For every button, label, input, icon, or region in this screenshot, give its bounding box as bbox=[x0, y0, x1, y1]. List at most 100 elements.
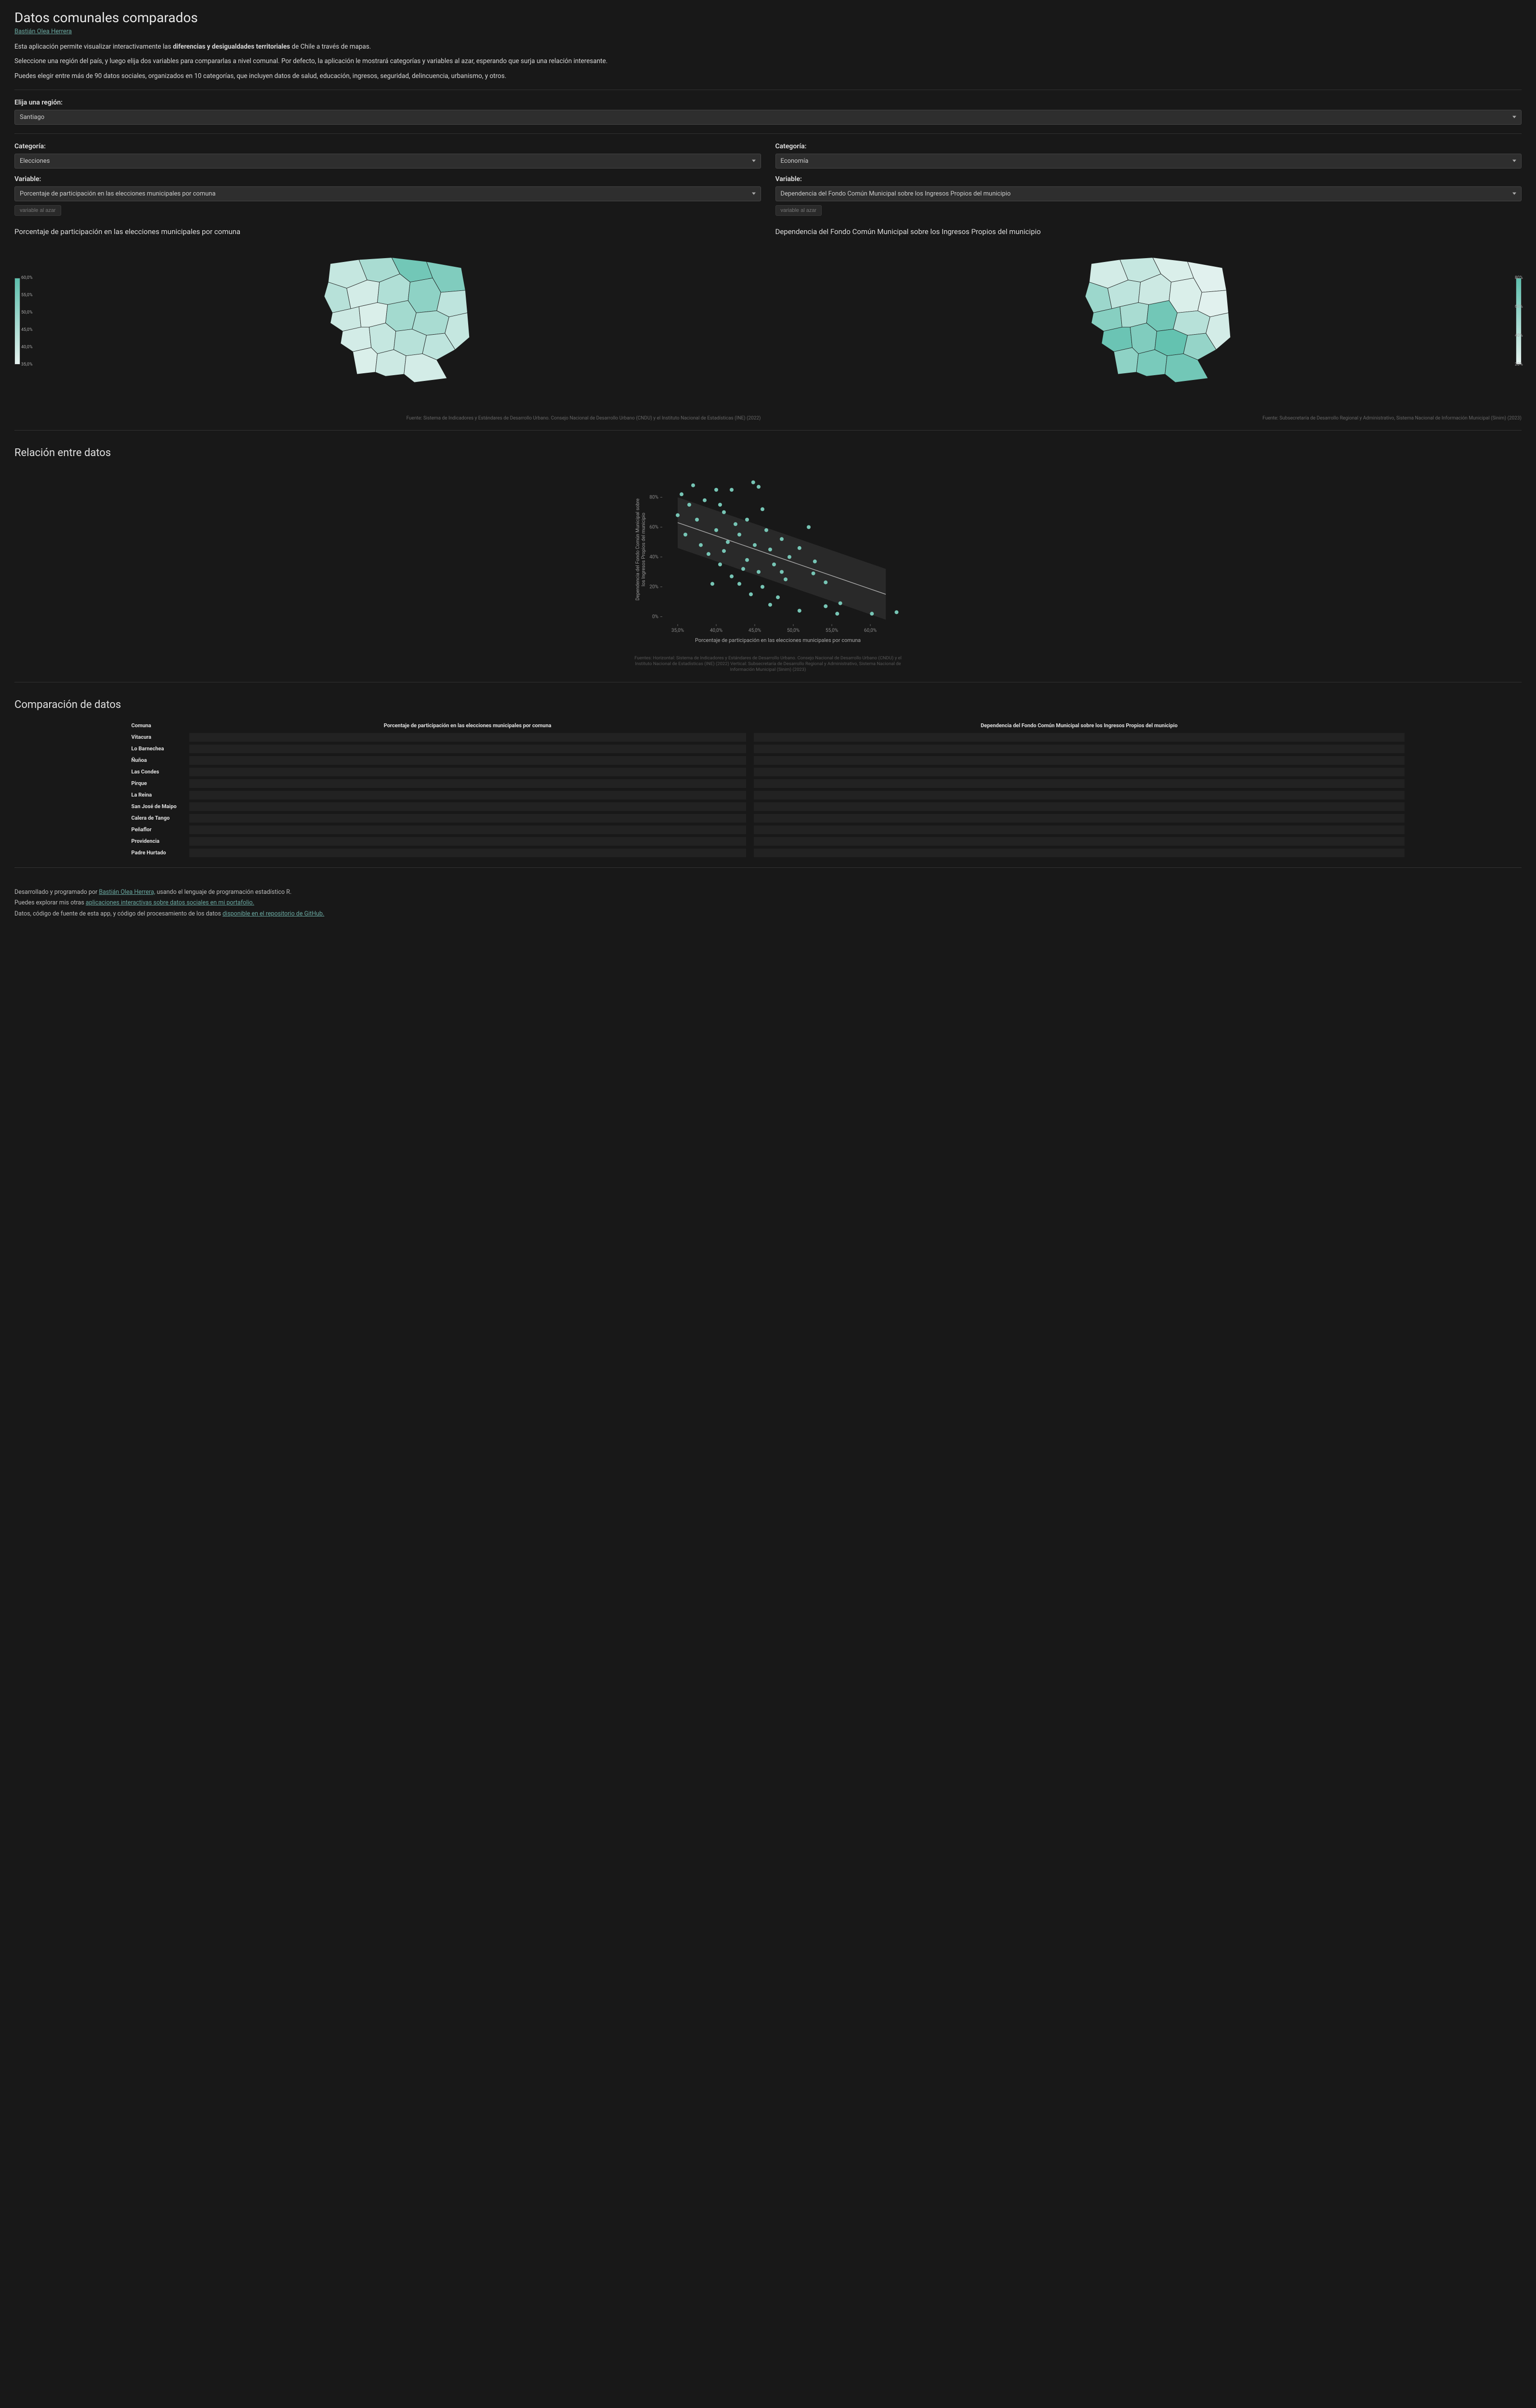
scatter-plot[interactable]: 35,0%40,0%45,0%50,0%55,0%60,0%0%20%40%60… bbox=[633, 468, 903, 651]
svg-text:80%: 80% bbox=[649, 495, 658, 500]
svg-text:45,0%: 45,0% bbox=[748, 628, 761, 633]
right-bar-cell: 0.37 bbox=[750, 801, 1409, 812]
table-col-left: Porcentaje de participación en las elecc… bbox=[185, 720, 750, 732]
right-controls: Categoría: Economía Variable: Dependenci… bbox=[775, 143, 1522, 216]
table-row: Pirque54.160.23 bbox=[128, 778, 1409, 789]
comuna-cell: Pirque bbox=[128, 778, 185, 789]
left-bar-cell: 60.15 bbox=[185, 743, 750, 755]
var-select-right[interactable]: Dependencia del Fondo Común Municipal so… bbox=[775, 186, 1522, 201]
footer-portfolio-link[interactable]: aplicaciones interactivas sobre datos so… bbox=[86, 899, 254, 906]
comuna-cell: Calera de Tango bbox=[128, 812, 185, 824]
right-bar-cell: 0.02 bbox=[750, 743, 1409, 755]
map-source-right: Fuente: Subsecretaría de Desarrollo Regi… bbox=[775, 415, 1522, 421]
left-bar-cell: 54.16 bbox=[185, 778, 750, 789]
chevron-down-icon bbox=[1512, 193, 1516, 195]
right-bar-cell: 0.6 bbox=[750, 824, 1409, 836]
map-source-left: Fuente: Sistema de Indicadores y Estánda… bbox=[14, 415, 761, 421]
left-bar-cell: 55.67 bbox=[185, 766, 750, 778]
footer-github-link[interactable]: disponible en el repositorio de GitHub. bbox=[223, 910, 324, 917]
footer: Desarrollado y programado por Bastián Ol… bbox=[14, 887, 1522, 920]
table-row: Providencia50.810.04 bbox=[128, 836, 1409, 847]
left-bar-cell: 51.97 bbox=[185, 824, 750, 836]
right-bar-cell: 0.29 bbox=[750, 812, 1409, 824]
comuna-cell: Providencia bbox=[128, 836, 185, 847]
cat-value-right: Economía bbox=[781, 157, 809, 165]
intro-p1c: de Chile a través de mapas. bbox=[290, 43, 371, 51]
intro-p3: Puedes elegir entre más de 90 datos soci… bbox=[14, 71, 1522, 81]
chevron-down-icon bbox=[752, 160, 756, 162]
svg-text:Porcentaje de participación en: Porcentaje de participación en las elecc… bbox=[695, 637, 861, 643]
footer-author-link[interactable]: Bastián Olea Herrera, bbox=[99, 889, 155, 896]
svg-text:35,0%: 35,0% bbox=[671, 628, 683, 633]
comuna-cell: Peñaflor bbox=[128, 824, 185, 836]
intro-p1a: Esta aplicación permite visualizar inter… bbox=[14, 43, 173, 51]
right-bar-cell: 0.04 bbox=[750, 836, 1409, 847]
var-value-right: Dependencia del Fondo Común Municipal so… bbox=[781, 190, 1011, 197]
right-bar-cell: 0.46 bbox=[750, 847, 1409, 859]
left-controls: Categoría: Elecciones Variable: Porcenta… bbox=[14, 143, 761, 216]
svg-text:20%: 20% bbox=[649, 584, 658, 589]
svg-text:50,0%: 50,0% bbox=[787, 628, 799, 633]
left-bar-cell: 56.11 bbox=[185, 755, 750, 766]
right-bar-cell: 0.07 bbox=[750, 789, 1409, 801]
right-bar-cell: 0.23 bbox=[750, 778, 1409, 789]
table-row: San José de Maipo52.830.37 bbox=[128, 801, 1409, 812]
divider bbox=[14, 133, 1522, 134]
table-title: Comparación de datos bbox=[14, 699, 1522, 711]
map-title-right: Dependencia del Fondo Común Municipal so… bbox=[775, 227, 1522, 245]
comuna-cell: San José de Maipo bbox=[128, 801, 185, 812]
divider bbox=[14, 867, 1522, 868]
footer-l3a: Datos, código de fuente de esta app, y c… bbox=[14, 910, 223, 917]
author-link[interactable]: Bastián Olea Herrera bbox=[14, 28, 72, 35]
region-select[interactable]: Santiago bbox=[14, 110, 1522, 125]
right-bar-cell: 0.03 bbox=[750, 732, 1409, 743]
svg-text:0%: 0% bbox=[652, 614, 658, 619]
cat-value-left: Elecciones bbox=[20, 157, 50, 165]
divider bbox=[14, 430, 1522, 431]
right-bar-cell: 0.02 bbox=[750, 766, 1409, 778]
table-row: Peñaflor51.970.6 bbox=[128, 824, 1409, 836]
chevron-down-icon bbox=[752, 193, 756, 195]
map-legend-right: 80%60%40%20% bbox=[1516, 278, 1522, 365]
map-left[interactable] bbox=[14, 251, 761, 410]
var-value-left: Porcentaje de participación en las elecc… bbox=[20, 190, 216, 197]
svg-text:60,0%: 60,0% bbox=[864, 628, 876, 633]
footer-l2a: Puedes explorar mis otras bbox=[14, 899, 86, 906]
left-bar-cell: 50.75 bbox=[185, 847, 750, 859]
left-bar-cell: 52.83 bbox=[185, 801, 750, 812]
left-bar-cell: 54.15 bbox=[185, 789, 750, 801]
comuna-cell: Padre Hurtado bbox=[128, 847, 185, 859]
table-col-right: Dependencia del Fondo Común Municipal so… bbox=[750, 720, 1409, 732]
region-value: Santiago bbox=[20, 114, 44, 121]
table-row: Las Condes55.670.02 bbox=[128, 766, 1409, 778]
right-bar-cell: 0.09 bbox=[750, 755, 1409, 766]
region-label: Elija una región: bbox=[14, 99, 1522, 106]
footer-l1a: Desarrollado y programado por bbox=[14, 889, 99, 896]
map-right[interactable] bbox=[775, 251, 1522, 410]
cat-select-right[interactable]: Economía bbox=[775, 154, 1522, 169]
comuna-cell: Las Condes bbox=[128, 766, 185, 778]
comuna-cell: La Reina bbox=[128, 789, 185, 801]
footer-l1c: usando el lenguaje de programación estad… bbox=[155, 889, 291, 896]
left-bar-cell: 63.37 bbox=[185, 732, 750, 743]
table-col-comuna: Comuna bbox=[128, 720, 185, 732]
intro-text: Esta aplicación permite visualizar inter… bbox=[14, 42, 1522, 81]
var-select-left[interactable]: Porcentaje de participación en las elecc… bbox=[14, 186, 761, 201]
chevron-down-icon bbox=[1512, 116, 1516, 118]
map-legend-left: 60,0%55,0%50,0%45,0%40,0%35,0% bbox=[14, 278, 20, 365]
table-row: Lo Barnechea60.150.02 bbox=[128, 743, 1409, 755]
comuna-cell: Ñuñoa bbox=[128, 755, 185, 766]
cat-select-left[interactable]: Elecciones bbox=[14, 154, 761, 169]
scatter-source: Fuentes: Horizontal: Sistema de Indicado… bbox=[633, 655, 903, 673]
table-row: Calera de Tango52.570.29 bbox=[128, 812, 1409, 824]
svg-text:40%: 40% bbox=[649, 554, 658, 560]
cat-label-left: Categoría: bbox=[14, 143, 761, 150]
scatter-title: Relación entre datos bbox=[14, 447, 1522, 459]
table-row: La Reina54.150.07 bbox=[128, 789, 1409, 801]
comuna-cell: Lo Barnechea bbox=[128, 743, 185, 755]
random-button-left[interactable]: variable al azar bbox=[14, 205, 61, 216]
cat-label-right: Categoría: bbox=[775, 143, 1522, 150]
intro-p2: Seleccione una región del país, y luego … bbox=[14, 56, 1522, 66]
random-button-right[interactable]: variable al azar bbox=[775, 205, 822, 216]
svg-text:60%: 60% bbox=[649, 524, 658, 530]
